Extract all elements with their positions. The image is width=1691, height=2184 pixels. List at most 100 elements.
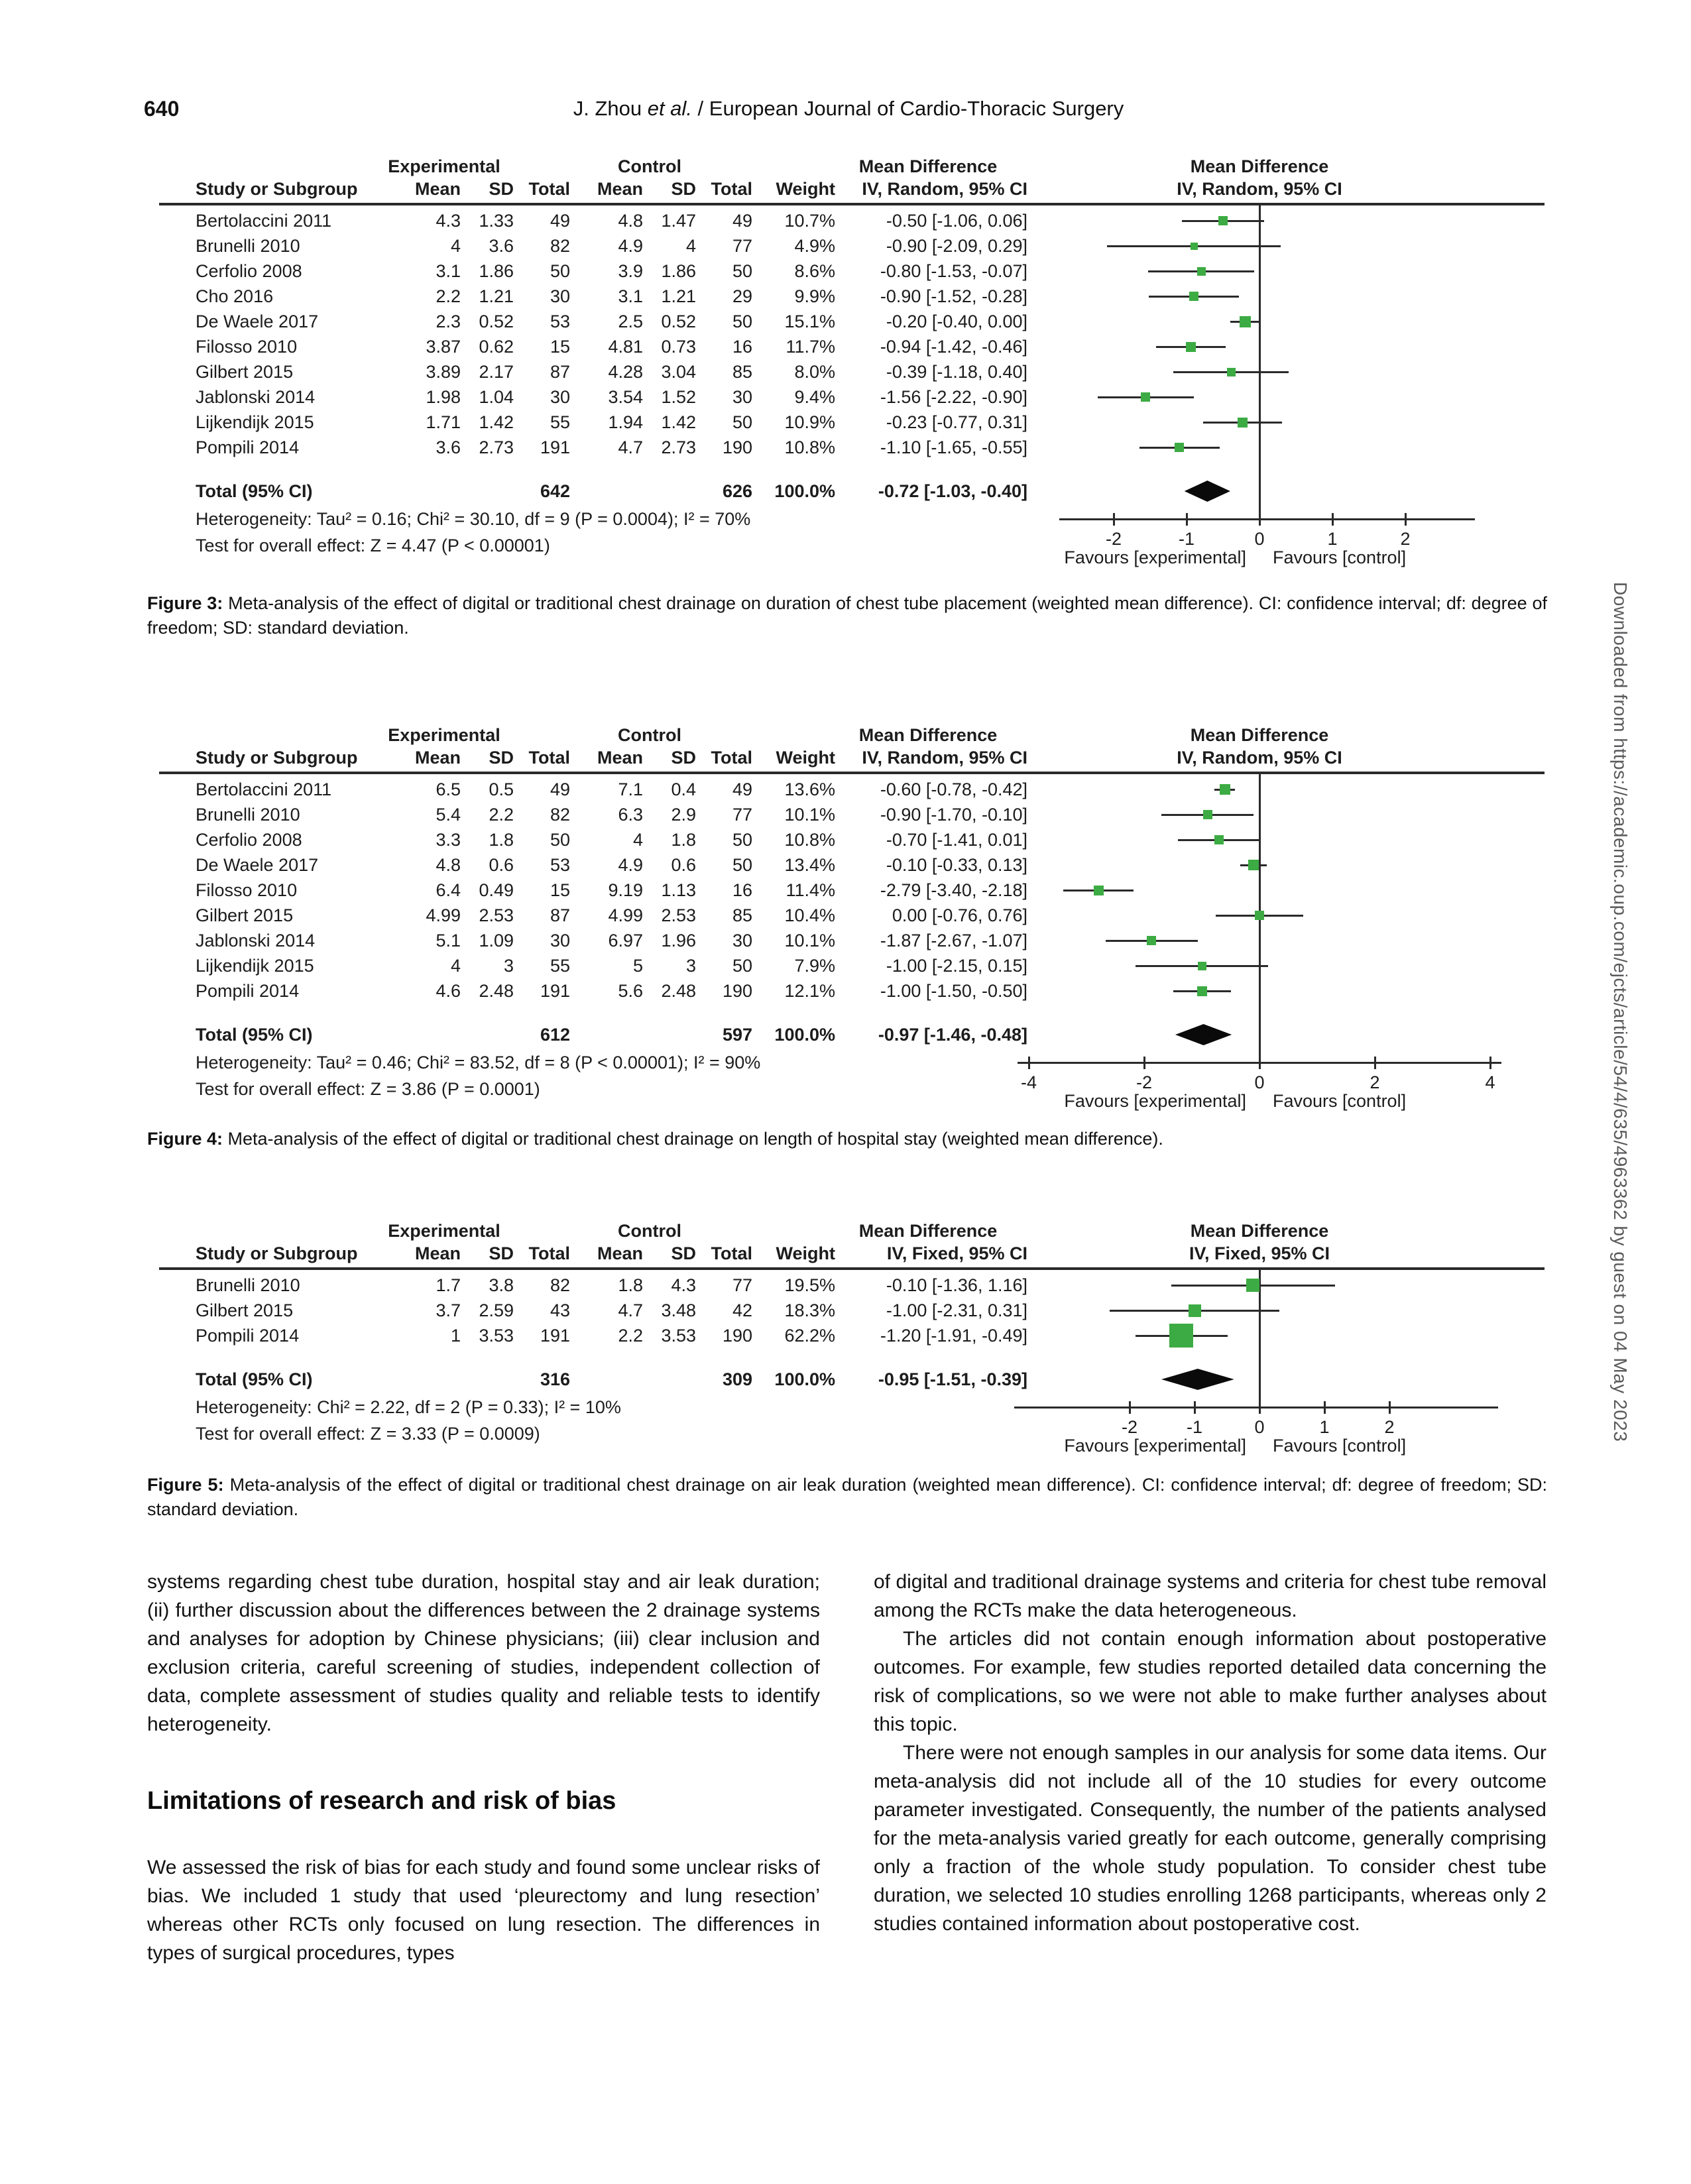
group-header-control: Control: [618, 725, 681, 745]
total-label: Total (95% CI): [196, 1025, 313, 1045]
cell-ci-text: -0.50 [-1.06, 0.06]: [886, 211, 1027, 231]
cell-sd2: 1.52: [661, 387, 696, 407]
cell-w: 12.1%: [784, 981, 835, 1001]
cell-sd1: 3: [503, 956, 514, 976]
table-row: Filosso 2010 3.87 0.62 15 4.81 0.73 16 11.7% -0.…: [152, 335, 1545, 361]
column-header-sd1: SD: [489, 179, 514, 199]
total-ci-text: -0.97 [-1.46, -0.48]: [878, 1025, 1027, 1045]
column-header-study: Study or Subgroup: [196, 748, 358, 768]
cell-sd2: 1.8: [671, 830, 696, 850]
column-header-t1: Total: [528, 748, 571, 768]
column-header-mean-difference: Mean Difference: [858, 1221, 998, 1241]
cell-ci-text: -0.39 [-1.18, 0.40]: [886, 362, 1027, 382]
effect-marker: [1188, 1304, 1201, 1317]
cell-t2: 50: [732, 261, 752, 281]
group-header-experimental: Experimental: [388, 156, 500, 176]
cell-t2: 190: [722, 1326, 752, 1346]
cell-sd2: 4.3: [671, 1275, 696, 1295]
cell-t2: 190: [722, 981, 752, 1001]
body-paragraph: systems regarding chest tube duration, h…: [147, 1571, 820, 1735]
axis-tick: [1113, 513, 1115, 526]
cell-m1: 3.89: [426, 362, 461, 382]
cell-m1: 5.1: [436, 931, 461, 950]
cell-t1: 82: [550, 236, 570, 256]
cell-w: 9.9%: [794, 286, 835, 306]
cell-sd1: 0.52: [479, 312, 514, 331]
cell-t1: 49: [550, 211, 570, 231]
overall-effect-text: Test for overall effect: Z = 3.33 (P = 0…: [196, 1424, 540, 1444]
study-name: Jablonski 2014: [196, 931, 316, 950]
total-weight: 100.0%: [774, 1025, 835, 1045]
axis-tick-label: 0: [1254, 1417, 1265, 1437]
cell-t1: 55: [550, 956, 570, 976]
table-row: Pompili 2014 1 3.53 191 2.2 3.53 190 62.2% -1.20…: [152, 1324, 1545, 1350]
body-right-column: of digital and traditional drainage syst…: [874, 1568, 1546, 1938]
cell-ci-text: -1.00 [-2.15, 0.15]: [886, 956, 1027, 976]
cell-t2: 50: [732, 312, 752, 331]
total-row: Total (95% CI) 612 597 100.0% -0.97 [-1.46, …: [152, 1023, 1545, 1049]
effect-marker: [1093, 885, 1104, 895]
cell-ci-text: -0.90 [-2.09, 0.29]: [886, 236, 1027, 256]
column-header-effect: IV, Fixed, 95% CI: [886, 1243, 1027, 1263]
total-label: Total (95% CI): [196, 1369, 313, 1389]
cell-t1: 53: [550, 312, 570, 331]
effect-marker: [1196, 266, 1206, 276]
axis-tick: [1028, 1057, 1030, 1069]
effect-marker: [1169, 1324, 1194, 1348]
cell-m2: 6.3: [618, 805, 643, 825]
cell-w: 13.4%: [784, 855, 835, 875]
cell-sd2: 1.42: [661, 412, 696, 432]
figure-3-caption: Figure 3: Meta-analysis of the effect of…: [147, 591, 1547, 640]
cell-t1: 30: [550, 286, 570, 306]
cell-m1: 4.6: [436, 981, 461, 1001]
page-number: 640: [144, 97, 180, 121]
plot-header-effect: IV, Fixed, 95% CI: [1189, 1243, 1330, 1263]
effect-marker: [1255, 911, 1264, 920]
cell-m2: 3.9: [618, 261, 643, 281]
cell-w: 10.4%: [784, 905, 835, 925]
cell-sd1: 0.6: [489, 855, 514, 875]
cell-w: 19.5%: [784, 1275, 835, 1295]
cell-m1: 4: [450, 956, 461, 976]
study-name: Cerfolio 2008: [196, 261, 302, 281]
cell-sd2: 1.96: [661, 931, 696, 950]
cell-m2: 4.81: [608, 337, 643, 357]
cell-t1: 87: [550, 362, 570, 382]
axis-tick-label: -1: [1186, 1417, 1202, 1437]
effect-marker: [1190, 242, 1198, 250]
heterogeneity-text: Heterogeneity: Chi² = 2.22, df = 2 (P = …: [196, 1397, 621, 1417]
cell-w: 8.0%: [794, 362, 835, 382]
cell-m2: 3.1: [618, 286, 643, 306]
cell-t1: 191: [540, 437, 570, 457]
cell-w: 62.2%: [784, 1326, 835, 1346]
body-paragraph: of digital and traditional drainage syst…: [874, 1571, 1546, 1621]
cell-m1: 4.8: [436, 855, 461, 875]
cell-sd2: 1.86: [661, 261, 696, 281]
cell-m1: 3.3: [436, 830, 461, 850]
total-diamond: [1161, 1369, 1234, 1390]
figure-5-forest-plot: Experimental Control Mean Difference Mean D…: [152, 1218, 1551, 1461]
study-name: Gilbert 2015: [196, 905, 294, 925]
group-header-control: Control: [618, 1221, 681, 1241]
table-row: De Waele 2017 4.8 0.6 53 4.9 0.6 50 13.4% -0.10 …: [152, 854, 1545, 879]
cell-m1: 1: [450, 1326, 461, 1346]
cell-t2: 49: [732, 211, 752, 231]
cell-t2: 77: [732, 1275, 752, 1295]
cell-sd1: 2.73: [479, 437, 514, 457]
axis-tick: [1332, 513, 1334, 526]
column-header-t2: Total: [711, 748, 753, 768]
cell-ci-text: -0.80 [-1.53, -0.07]: [880, 261, 1027, 281]
cell-sd2: 2.9: [671, 805, 696, 825]
column-header-w: Weight: [776, 748, 836, 768]
axis-tick: [1489, 1057, 1491, 1069]
cell-m2: 4.9: [618, 236, 643, 256]
cell-w: 10.8%: [784, 437, 835, 457]
table-row: Brunelli 2010 4 3.6 82 4.9 4 77 4.9% -0.90 [-2.0…: [152, 235, 1545, 260]
cell-w: 7.9%: [794, 956, 835, 976]
cell-m1: 6.5: [436, 779, 461, 799]
cell-m2: 3.54: [608, 387, 643, 407]
cell-m1: 2.2: [436, 286, 461, 306]
cell-ci-text: -0.10 [-0.33, 0.13]: [886, 855, 1027, 875]
effect-marker: [1238, 417, 1248, 428]
